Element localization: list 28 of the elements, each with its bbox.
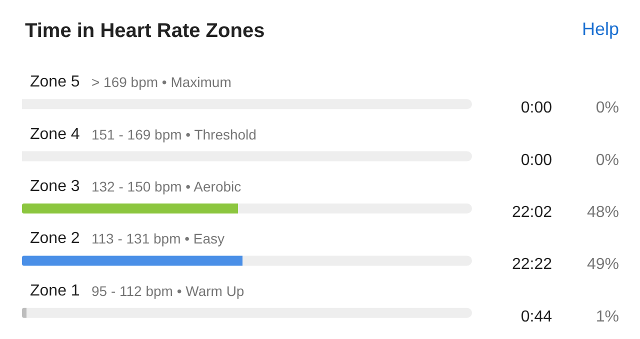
text: 22:22 xyxy=(512,256,552,274)
bar xyxy=(22,256,242,266)
text: 0:00 xyxy=(520,100,552,117)
annotation: 95 - 112 bpm • Warm Up xyxy=(80,282,244,299)
data-label: 49% xyxy=(586,256,619,274)
bar xyxy=(242,256,472,266)
text: Help xyxy=(582,19,619,39)
y-tick-label: Zone 2 xyxy=(30,230,80,248)
y-tick-label: Zone 3 xyxy=(30,178,80,195)
data-label: 0% xyxy=(596,152,619,169)
text: 22:02 xyxy=(512,204,552,221)
bar xyxy=(22,204,238,214)
annotation: 132 - 150 bpm • Aerobic xyxy=(80,178,242,194)
data-label: 48% xyxy=(586,204,619,221)
chart-title: Time in Heart Rate Zones xyxy=(25,20,265,42)
bar xyxy=(26,308,472,318)
text: 0:44 xyxy=(520,308,552,326)
y-tick-label: Zone 1 xyxy=(30,282,80,300)
annotation: 151 - 169 bpm • Threshold xyxy=(80,126,256,142)
y-tick-label: Zone 4 xyxy=(30,126,80,143)
data-label: 1% xyxy=(596,308,619,326)
annotation: > 169 bpm • Maximum xyxy=(80,74,232,90)
annotation: 113 - 131 bpm • Easy xyxy=(80,230,225,247)
bar xyxy=(238,204,472,214)
bar xyxy=(22,308,26,318)
data-label: 0% xyxy=(596,100,619,117)
text: 0:00 xyxy=(520,152,552,169)
y-tick-label: Zone 5 xyxy=(30,74,80,91)
